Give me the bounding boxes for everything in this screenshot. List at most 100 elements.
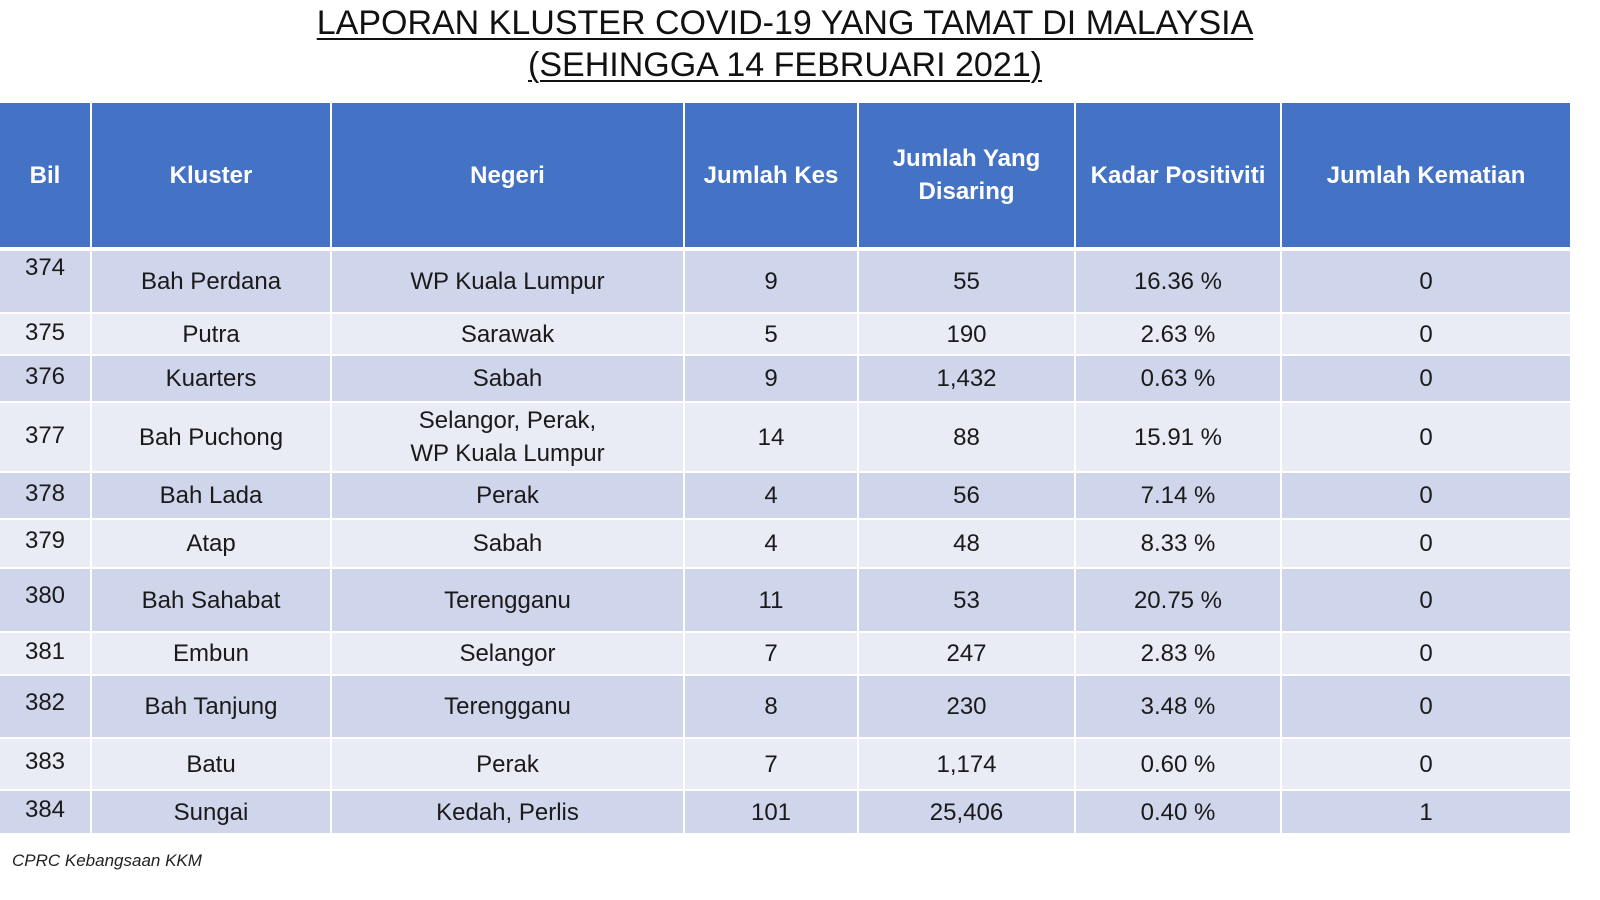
cell-jumlah-kematian: 0 — [1280, 738, 1570, 791]
cell-kluster: Putra — [90, 313, 332, 356]
cell-jumlah-kes: 7 — [683, 738, 859, 791]
cell-kadar-positiviti: 0.40 % — [1074, 790, 1282, 835]
cell-kadar-positiviti: 3.48 % — [1074, 675, 1282, 739]
table-row: 380 Bah Sahabat Terengganu 11 53 20.75 %… — [0, 568, 1570, 633]
cell-kadar-positiviti: 16.36 % — [1074, 249, 1282, 314]
cell-negeri: Sarawak — [330, 313, 685, 356]
cell-negeri: Terengganu — [330, 568, 685, 633]
cell-kluster: Bah Sahabat — [90, 568, 332, 633]
report-title-line-2: (SEHINGGA 14 FEBRUARI 2021) — [528, 46, 1042, 84]
header-bil: Bil — [0, 103, 92, 251]
cell-kluster: Batu — [90, 738, 332, 791]
cell-bil: 376 — [0, 355, 92, 403]
cell-jumlah-disaring: 56 — [857, 472, 1076, 520]
cell-bil: 383 — [0, 738, 92, 791]
table-header-row: Bil Kluster Negeri Jumlah Kes Jumlah Yan… — [0, 103, 1570, 251]
cell-jumlah-kes: 101 — [683, 790, 859, 835]
cell-negeri: Sabah — [330, 519, 685, 569]
cell-kadar-positiviti: 20.75 % — [1074, 568, 1282, 633]
cell-jumlah-kematian: 0 — [1280, 402, 1570, 473]
cell-negeri: Perak — [330, 472, 685, 520]
cell-jumlah-kematian: 0 — [1280, 568, 1570, 633]
cell-negeri: Terengganu — [330, 675, 685, 739]
cell-negeri: Selangor, Perak, WP Kuala Lumpur — [330, 402, 685, 473]
cell-bil: 378 — [0, 472, 92, 520]
cell-kluster: Bah Perdana — [90, 249, 332, 314]
header-kadar-positiviti: Kadar Positiviti — [1074, 103, 1282, 251]
table-row: 379 Atap Sabah 4 48 8.33 % 0 — [0, 519, 1570, 569]
cell-bil: 377 — [0, 402, 92, 473]
table-row: 383 Batu Perak 7 1,174 0.60 % 0 — [0, 738, 1570, 791]
cell-negeri: Sabah — [330, 355, 685, 403]
table-row: 378 Bah Lada Perak 4 56 7.14 % 0 — [0, 472, 1570, 520]
cell-jumlah-disaring: 48 — [857, 519, 1076, 569]
cell-jumlah-disaring: 1,432 — [857, 355, 1076, 403]
cell-kluster: Sungai — [90, 790, 332, 835]
cell-jumlah-kematian: 1 — [1280, 790, 1570, 835]
table-row: 374 Bah Perdana WP Kuala Lumpur 9 55 16.… — [0, 249, 1570, 314]
table-row: 377 Bah Puchong Selangor, Perak, WP Kual… — [0, 402, 1570, 473]
cell-jumlah-kematian: 0 — [1280, 675, 1570, 739]
cell-bil: 381 — [0, 632, 92, 676]
report-title-line-1: LAPORAN KLUSTER COVID-19 YANG TAMAT DI M… — [316, 4, 1254, 42]
cell-bil: 379 — [0, 519, 92, 569]
table-row: 375 Putra Sarawak 5 190 2.63 % 0 — [0, 313, 1570, 356]
cell-jumlah-kematian: 0 — [1280, 313, 1570, 356]
cell-bil: 384 — [0, 790, 92, 835]
cell-jumlah-kes: 11 — [683, 568, 859, 633]
cell-kluster: Atap — [90, 519, 332, 569]
cell-kadar-positiviti: 7.14 % — [1074, 472, 1282, 520]
header-jumlah-kematian: Jumlah Kematian — [1280, 103, 1570, 251]
cell-kluster: Bah Lada — [90, 472, 332, 520]
cell-jumlah-kes: 9 — [683, 249, 859, 314]
report-title: LAPORAN KLUSTER COVID-19 YANG TAMAT DI M… — [0, 0, 1570, 86]
cell-jumlah-kematian: 0 — [1280, 355, 1570, 403]
cell-jumlah-kes: 7 — [683, 632, 859, 676]
header-jumlah-kes: Jumlah Kes — [683, 103, 859, 251]
cell-negeri: WP Kuala Lumpur — [330, 249, 685, 314]
cell-kluster: Kuarters — [90, 355, 332, 403]
cell-jumlah-disaring: 247 — [857, 632, 1076, 676]
cell-kadar-positiviti: 0.63 % — [1074, 355, 1282, 403]
cell-kluster: Bah Tanjung — [90, 675, 332, 739]
cell-jumlah-disaring: 190 — [857, 313, 1076, 356]
cell-negeri: Selangor — [330, 632, 685, 676]
header-jumlah-disaring-label: Jumlah Yang Disaring — [892, 145, 1041, 205]
cell-negeri: Kedah, Perlis — [330, 790, 685, 835]
cell-jumlah-kematian: 0 — [1280, 249, 1570, 314]
header-jumlah-disaring: Jumlah Yang Disaring — [857, 103, 1076, 251]
header-kluster: Kluster — [90, 103, 332, 251]
table-row: 381 Embun Selangor 7 247 2.83 % 0 — [0, 632, 1570, 676]
header-negeri: Negeri — [330, 103, 685, 251]
table-row: 384 Sungai Kedah, Perlis 101 25,406 0.40… — [0, 790, 1570, 835]
cell-kadar-positiviti: 2.63 % — [1074, 313, 1282, 356]
cell-kadar-positiviti: 8.33 % — [1074, 519, 1282, 569]
cell-jumlah-disaring: 1,174 — [857, 738, 1076, 791]
cell-kadar-positiviti: 0.60 % — [1074, 738, 1282, 791]
cell-bil: 375 — [0, 313, 92, 356]
source-footer: CPRC Kebangsaan KKM — [12, 851, 202, 870]
cell-bil: 374 — [0, 249, 92, 314]
cell-jumlah-disaring: 25,406 — [857, 790, 1076, 835]
cell-bil: 380 — [0, 568, 92, 633]
table-row: 382 Bah Tanjung Terengganu 8 230 3.48 % … — [0, 675, 1570, 739]
cell-kadar-positiviti: 15.91 % — [1074, 402, 1282, 473]
cell-kluster: Bah Puchong — [90, 402, 332, 473]
cell-jumlah-kes: 14 — [683, 402, 859, 473]
table-row: 376 Kuarters Sabah 9 1,432 0.63 % 0 — [0, 355, 1570, 403]
cell-negeri: Perak — [330, 738, 685, 791]
cell-jumlah-kes: 9 — [683, 355, 859, 403]
cell-jumlah-disaring: 53 — [857, 568, 1076, 633]
cell-kluster: Embun — [90, 632, 332, 676]
cell-jumlah-kematian: 0 — [1280, 519, 1570, 569]
cell-jumlah-disaring: 88 — [857, 402, 1076, 473]
cell-jumlah-kes: 4 — [683, 519, 859, 569]
cell-jumlah-disaring: 55 — [857, 249, 1076, 314]
cell-jumlah-kes: 5 — [683, 313, 859, 356]
cluster-table: Bil Kluster Negeri Jumlah Kes Jumlah Yan… — [0, 103, 1570, 835]
cell-jumlah-kematian: 0 — [1280, 632, 1570, 676]
cell-jumlah-kes: 4 — [683, 472, 859, 520]
cell-bil: 382 — [0, 675, 92, 739]
cell-jumlah-disaring: 230 — [857, 675, 1076, 739]
cell-jumlah-kes: 8 — [683, 675, 859, 739]
